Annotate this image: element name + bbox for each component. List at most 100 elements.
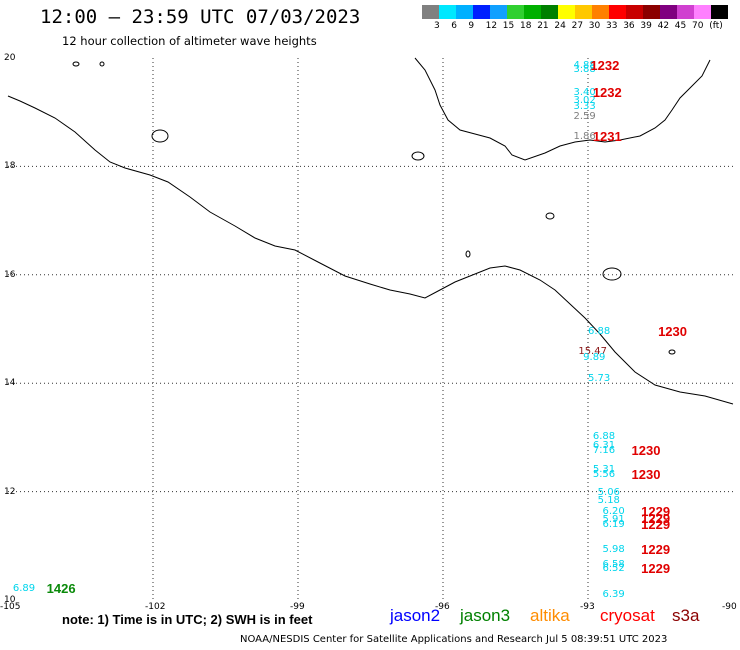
legend-label: 9 xyxy=(468,21,475,31)
legend-label: 30 xyxy=(588,21,601,31)
legend-swatch xyxy=(439,5,456,19)
legend-label: 39 xyxy=(640,21,652,31)
legend-label: 36 xyxy=(623,21,635,31)
wave-height-value: 6.88 xyxy=(592,431,616,443)
legend-label: 33 xyxy=(606,21,618,31)
latitude-tick: 10 xyxy=(4,595,16,605)
pass-time-label: 1426 xyxy=(46,581,76,597)
pass-time-label: 1230 xyxy=(658,323,687,339)
wave-height-value: 6.19 xyxy=(602,519,625,531)
legend-label: 15 xyxy=(502,21,515,31)
legend-label: 24 xyxy=(554,21,566,31)
pass-time-label: 1230 xyxy=(631,442,661,458)
graticule xyxy=(8,58,733,600)
legend-swatch xyxy=(558,5,575,19)
wave-height-value: 6.52 xyxy=(602,562,625,574)
legend-swatch xyxy=(694,5,711,19)
latitude-tick: 18 xyxy=(4,161,16,172)
wave-height-value: 9.89 xyxy=(583,351,606,363)
satellite-name: s3a xyxy=(672,606,700,625)
island-outline xyxy=(602,267,622,281)
wave-height-value: 1.86 xyxy=(573,130,596,142)
wave-height-value: 6.20 xyxy=(602,506,625,518)
legend-swatch xyxy=(456,5,473,19)
legend-swatch xyxy=(660,5,677,19)
latitude-tick: 20 xyxy=(4,53,16,63)
legend-swatch xyxy=(507,5,524,19)
wave-height-value: 15.47 xyxy=(578,346,607,358)
satellite-name: jason2 xyxy=(390,606,441,625)
island-outline xyxy=(99,61,105,67)
gulf-coastline xyxy=(414,57,711,161)
legend-label: 3 xyxy=(434,21,440,31)
pacific-coastline xyxy=(7,95,734,405)
wave-height-value: 5.31 xyxy=(592,463,616,475)
longitude-tick: -90 xyxy=(722,602,737,612)
legend-swatch xyxy=(490,5,507,19)
legend-label: 70 xyxy=(692,21,704,31)
pass-time-label: 1229 xyxy=(641,560,671,576)
legend-swatch xyxy=(677,5,694,19)
island-outline xyxy=(411,151,425,161)
longitude-tick: -96 xyxy=(435,602,450,612)
island-outline xyxy=(465,250,471,258)
legend-swatch xyxy=(473,5,490,19)
wave-height-value: 5.56 xyxy=(592,469,616,481)
satellite-name: jason3 xyxy=(460,606,511,625)
wave-height-value: 4.88 xyxy=(573,60,596,72)
legend-label: 12 xyxy=(485,21,498,31)
longitude-tick: -93 xyxy=(580,602,595,612)
legend-label: 27 xyxy=(571,21,584,31)
wave-height-value: 3.88 xyxy=(573,63,596,75)
legend-swatch xyxy=(592,5,609,19)
legend-swatch xyxy=(575,5,592,19)
legend-label: 42 xyxy=(657,21,670,31)
island-outline xyxy=(668,349,676,355)
longitude-tick: -105 xyxy=(0,602,21,612)
wave-height-value: 3.33 xyxy=(573,100,596,112)
pass-time-label: 1232 xyxy=(590,58,620,74)
wave-height-value: 6.89 xyxy=(12,583,36,595)
wave-height-value: 6.58 xyxy=(602,558,625,570)
wave-height-value: 5.91 xyxy=(602,514,625,526)
longitude-tick: -99 xyxy=(290,602,305,612)
satellite-name: cryosat xyxy=(600,606,655,625)
wave-height-value: 6.88 xyxy=(588,325,611,337)
legend-swatch xyxy=(626,5,643,19)
wave-height-value: 5.18 xyxy=(597,495,620,507)
legend-swatch xyxy=(711,5,728,19)
map-title: 12:00 – 23:59 UTC 07/03/2023 xyxy=(40,6,361,28)
pass-time-label: 1229 xyxy=(641,504,671,520)
latitude-tick: 16 xyxy=(4,269,16,280)
footer-note: note: 1) Time is in UTC; 2) SWH is in fe… xyxy=(62,612,313,627)
pass-time-label: 1230 xyxy=(631,467,661,483)
legend-swatch xyxy=(422,5,439,19)
wave-height-value: 3.02 xyxy=(573,95,596,107)
wave-height-value: 6.31 xyxy=(592,439,616,451)
pass-time-label: 1232 xyxy=(592,85,622,101)
legend-swatch xyxy=(643,5,660,19)
legend-label: 21 xyxy=(537,21,549,31)
wave-height-value: 3.40 xyxy=(573,87,596,99)
legend-swatch xyxy=(541,5,558,19)
legend-swatch xyxy=(524,5,541,19)
wave-height-value: 2.59 xyxy=(573,110,596,122)
wave-height-value: 7.16 xyxy=(592,444,616,456)
legend-label: 6 xyxy=(451,21,457,31)
island-outline xyxy=(545,212,555,220)
pass-time-label: 1229 xyxy=(641,517,671,533)
pass-time-label: 1229 xyxy=(641,541,671,557)
legend-swatch xyxy=(609,5,626,19)
latitude-tick: 12 xyxy=(4,486,16,497)
legend-labels: 3 6 9 12 15 18 21 24 27 30 33 36 39 42 45 70 (ft) xyxy=(422,19,732,33)
map-subtitle: 12 hour collection of altimeter wave hei… xyxy=(62,34,317,48)
coastline xyxy=(7,57,734,405)
wave-height-value: 5.73 xyxy=(588,372,611,384)
legend-swatches xyxy=(422,5,732,19)
island-outline xyxy=(151,129,169,143)
pass-time-label: 1231 xyxy=(592,128,622,144)
wave-height-value: 5.06 xyxy=(597,486,620,498)
wave-height-value: 6.39 xyxy=(602,588,625,600)
latitude-tick: 14 xyxy=(4,378,16,389)
